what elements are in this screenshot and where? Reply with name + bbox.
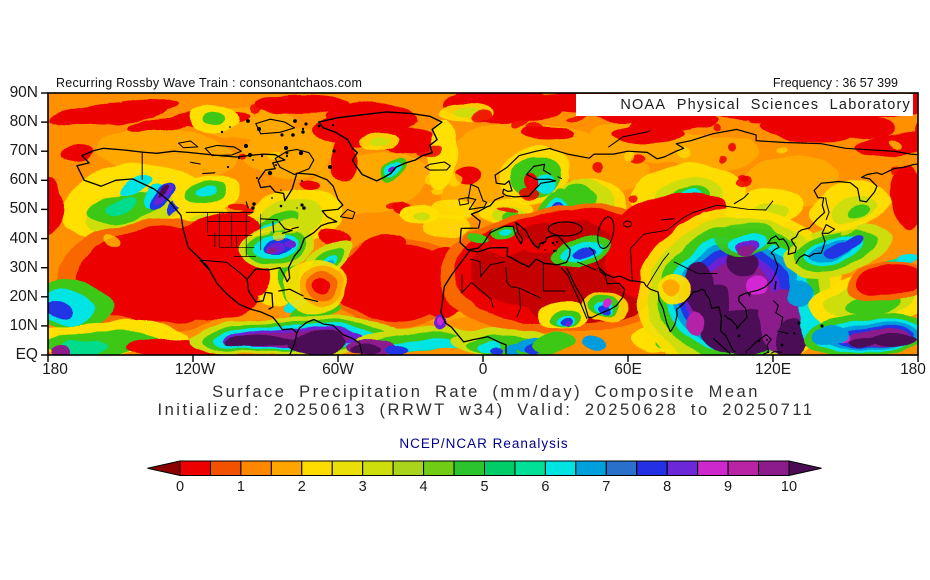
svg-text:4: 4 [420,479,428,495]
svg-text:2: 2 [298,479,306,495]
svg-text:5: 5 [480,479,488,495]
svg-text:8: 8 [663,479,671,495]
svg-text:3: 3 [359,479,367,495]
svg-text:7: 7 [602,479,610,495]
svg-text:9: 9 [724,479,732,495]
svg-text:0: 0 [176,479,184,495]
svg-text:1: 1 [237,479,245,495]
svg-text:10: 10 [781,479,797,495]
svg-text:6: 6 [541,479,549,495]
